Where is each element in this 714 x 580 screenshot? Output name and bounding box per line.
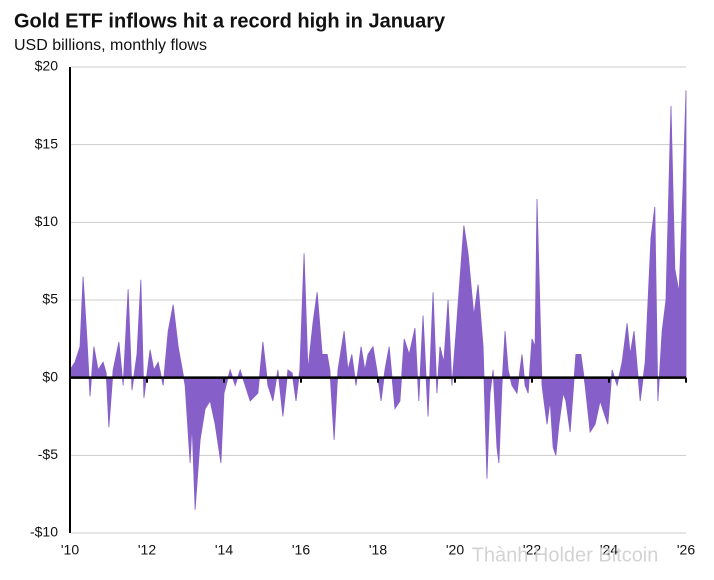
x-tick-label: '18	[369, 542, 387, 558]
x-tick-label: '20	[446, 542, 464, 558]
x-tick-label: '14	[215, 542, 233, 558]
x-tick-label: '26	[677, 542, 695, 558]
x-tick-label: '22	[523, 542, 541, 558]
x-tick-label: '24	[600, 542, 618, 558]
y-tick-label: $10	[35, 213, 59, 229]
y-tick-label: -$5	[38, 446, 58, 462]
x-tick-label: '12	[138, 542, 156, 558]
y-tick-label: $0	[42, 368, 58, 384]
x-tick-label: '10	[61, 542, 79, 558]
y-tick-label: $20	[35, 58, 59, 74]
watermark: Thành Holder Bitcoin	[472, 544, 659, 566]
y-tick-label: $15	[35, 135, 59, 151]
chart-title: Gold ETF inflows hit a record high in Ja…	[14, 10, 446, 32]
y-tick-label: $5	[42, 291, 58, 307]
x-tick-label: '16	[292, 542, 310, 558]
chart-subtitle: USD billions, monthly flows	[14, 37, 207, 54]
y-tick-label: -$10	[30, 524, 58, 540]
